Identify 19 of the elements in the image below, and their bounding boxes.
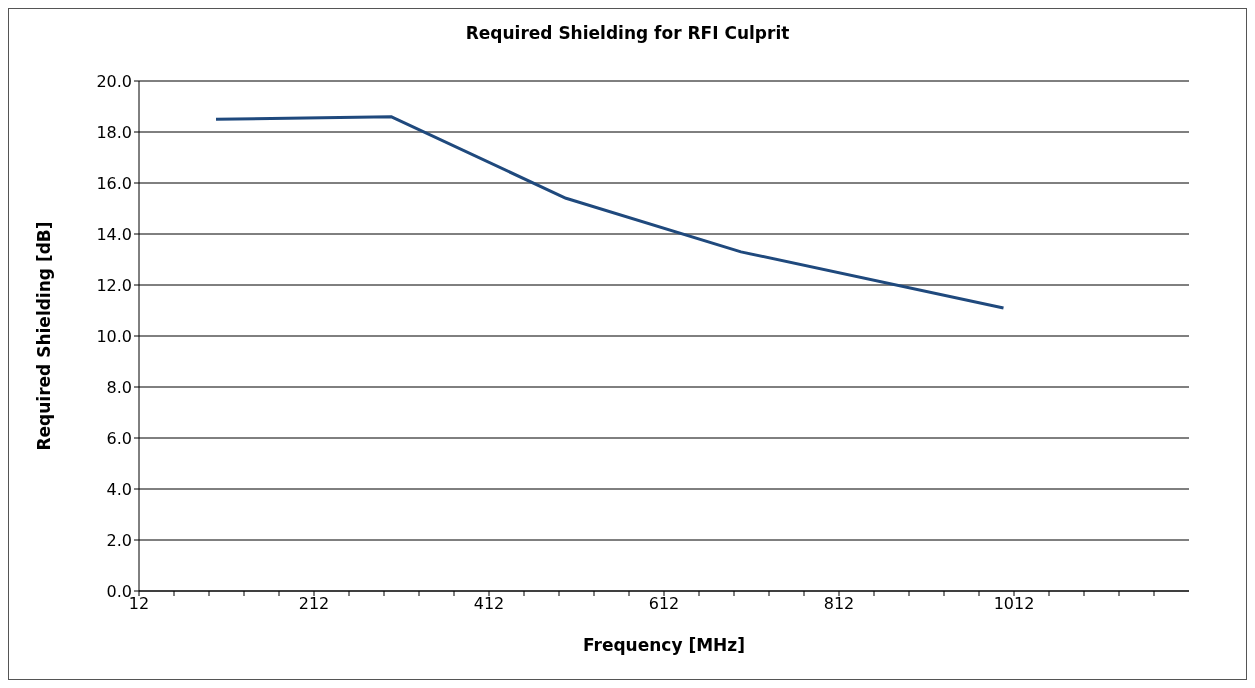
- y-tick-label: 2.0: [106, 530, 132, 550]
- y-tick-label: 20.0: [96, 71, 132, 91]
- y-tick-label: 16.0: [96, 173, 132, 193]
- chart-title: Required Shielding for RFI Culprit: [464, 23, 791, 43]
- y-tick-label: 12.0: [96, 275, 132, 295]
- y-tick-label: 14.0: [96, 224, 132, 244]
- y-tick-label: 18.0: [96, 122, 132, 142]
- x-axis-title: Frequency [MHz]: [583, 635, 745, 655]
- x-tick-label: 212: [298, 594, 330, 614]
- line-series: [214, 115, 1005, 310]
- y-tick-label: 8.0: [106, 377, 132, 397]
- x-tick-label: 412: [473, 594, 505, 614]
- x-tick-label: 612: [648, 594, 680, 614]
- y-tick-label: 10.0: [96, 326, 132, 346]
- y-tick-label: 4.0: [106, 479, 132, 499]
- x-tick-label: 812: [823, 594, 855, 614]
- y-tick-label: 6.0: [106, 428, 132, 448]
- y-axis-title: Required Shielding [dB]: [34, 221, 55, 451]
- x-tick-label: 1012: [993, 594, 1035, 614]
